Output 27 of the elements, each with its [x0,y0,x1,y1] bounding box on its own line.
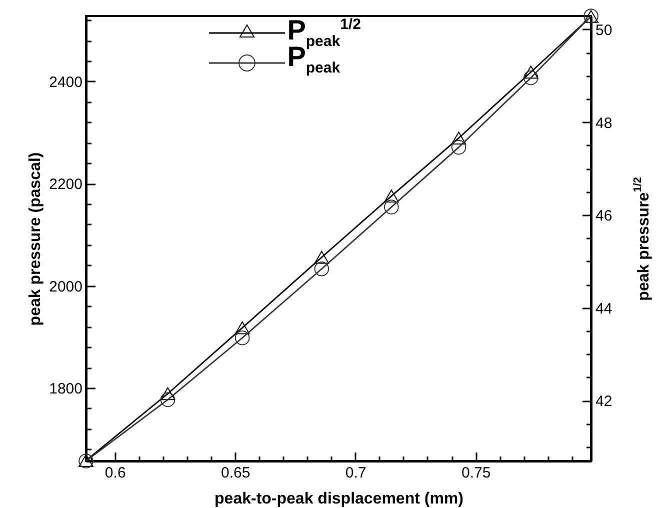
point [160,387,176,400]
y2-tick-label: 50 [596,22,612,39]
point [160,392,176,408]
point [451,140,466,155]
x-tick-label: 0.75 [461,464,491,482]
y-tick-label: 2400 [49,74,82,91]
x-tick-label: 0.7 [345,464,366,482]
y2-tick-label: 42 [596,393,612,410]
y2-tick-label: 48 [596,114,612,132]
y2-tick-label: 46 [596,208,612,225]
x-axis-title: peak-to-peak displacement (mm) [214,490,464,508]
point [234,321,250,334]
point [384,200,399,214]
y-tick-label: 2000 [49,278,82,296]
y-axis-title: peak pressure (pascal) [27,152,44,326]
y-tick-label: 2200 [49,176,82,194]
y-tick-label: 1800 [49,380,82,398]
point [451,132,466,145]
point [314,262,330,276]
point [523,70,538,86]
y2-tick-label: 44 [596,300,612,318]
point [384,190,399,203]
point [234,330,250,346]
point [314,250,330,264]
point [523,66,538,79]
text: 0.6 [104,464,126,482]
x-tick-label: 0.65 [220,464,250,482]
